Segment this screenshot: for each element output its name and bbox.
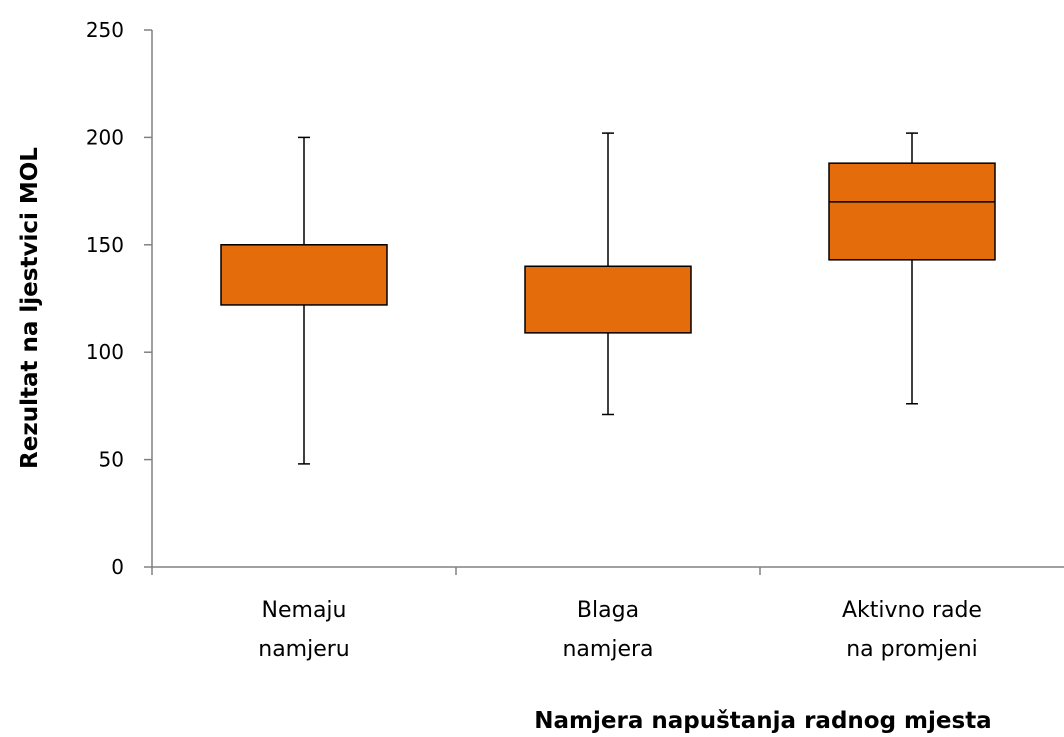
y-tick-label: 0: [111, 555, 124, 579]
x-category-label-line: Nemaju: [262, 598, 347, 623]
y-axis: 0 50 100 150 200 250: [86, 18, 153, 579]
x-axis-title: Namjera napuštanja radnog mjesta: [534, 708, 991, 734]
x-category-label-line: namjeru: [258, 637, 350, 662]
box-group: [524, 132, 692, 416]
y-axis-title: Rezultat na ljestvici MOL: [17, 147, 43, 469]
x-category-label-line: namjera: [562, 637, 653, 662]
y-tick-label: 150: [86, 233, 124, 257]
y-tick-label: 200: [86, 125, 124, 149]
x-category-label-line: Blaga: [577, 598, 639, 623]
x-axis: Nemaju namjeru Blaga namjera Aktivno rade na …: [151, 566, 1064, 662]
y-tick-label: 50: [99, 448, 124, 472]
x-category-label: Nemaju namjeru: [258, 598, 350, 662]
boxes: [220, 132, 996, 465]
box: [524, 265, 692, 334]
y-tick-label: 100: [86, 340, 124, 364]
y-tick-label: 250: [86, 18, 124, 42]
x-category-label-line: na promjeni: [846, 637, 978, 662]
box-group: [220, 136, 388, 465]
box: [220, 244, 388, 306]
x-category-label: Aktivno rade na promjeni: [842, 598, 982, 662]
box-group: [828, 132, 996, 405]
x-category-label: Blaga namjera: [562, 598, 653, 662]
box: [828, 162, 996, 261]
x-category-label-line: Aktivno rade: [842, 598, 982, 623]
